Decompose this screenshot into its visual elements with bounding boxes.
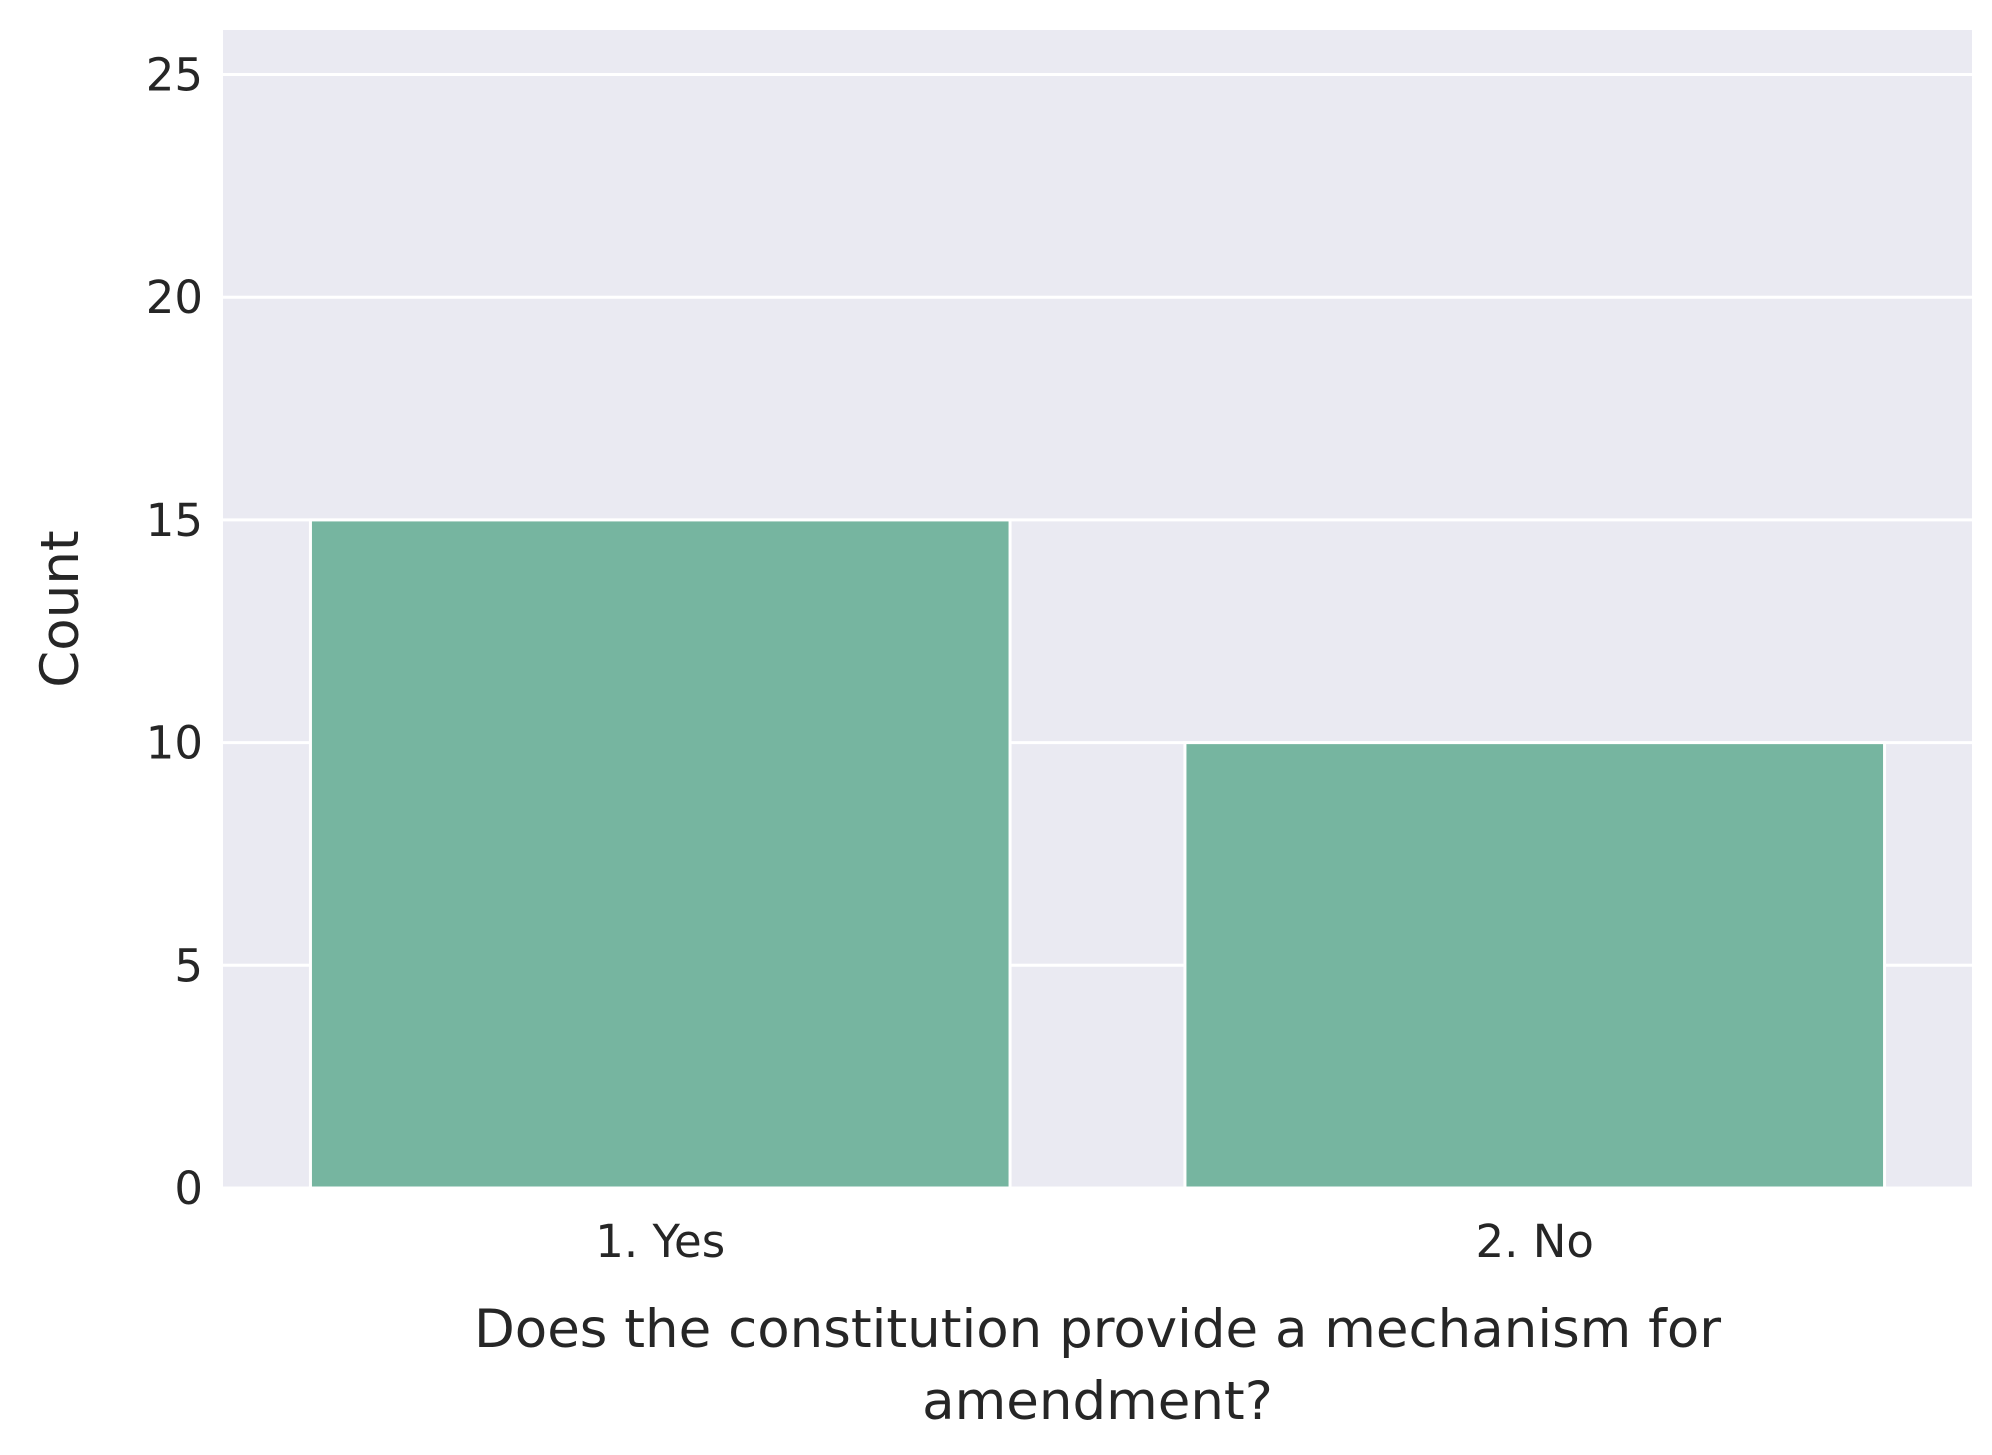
bar-1 [308,518,1012,1190]
y-tick-label: 15 [146,494,203,547]
y-tick-label: 10 [146,717,203,770]
y-tick-label: 20 [146,271,203,324]
y-tick-labels: 0 5 10 15 20 25 [146,49,203,1215]
y-tick-label: 25 [146,49,203,102]
bars [308,518,1887,1190]
x-tick-labels: 1. Yes 2. No [595,1215,1594,1268]
x-tick-label: 1. Yes [595,1215,725,1268]
y-tick-label: 0 [174,1162,203,1215]
bar-2 [1183,741,1887,1190]
x-axis-label-line-2: amendment? [922,1371,1273,1432]
y-axis-label: Count [30,530,91,687]
x-tick-label: 2. No [1476,1215,1594,1268]
x-axis-label-line-1: Does the constitution provide a mechanis… [474,1299,1721,1360]
y-tick-label: 5 [174,939,203,992]
